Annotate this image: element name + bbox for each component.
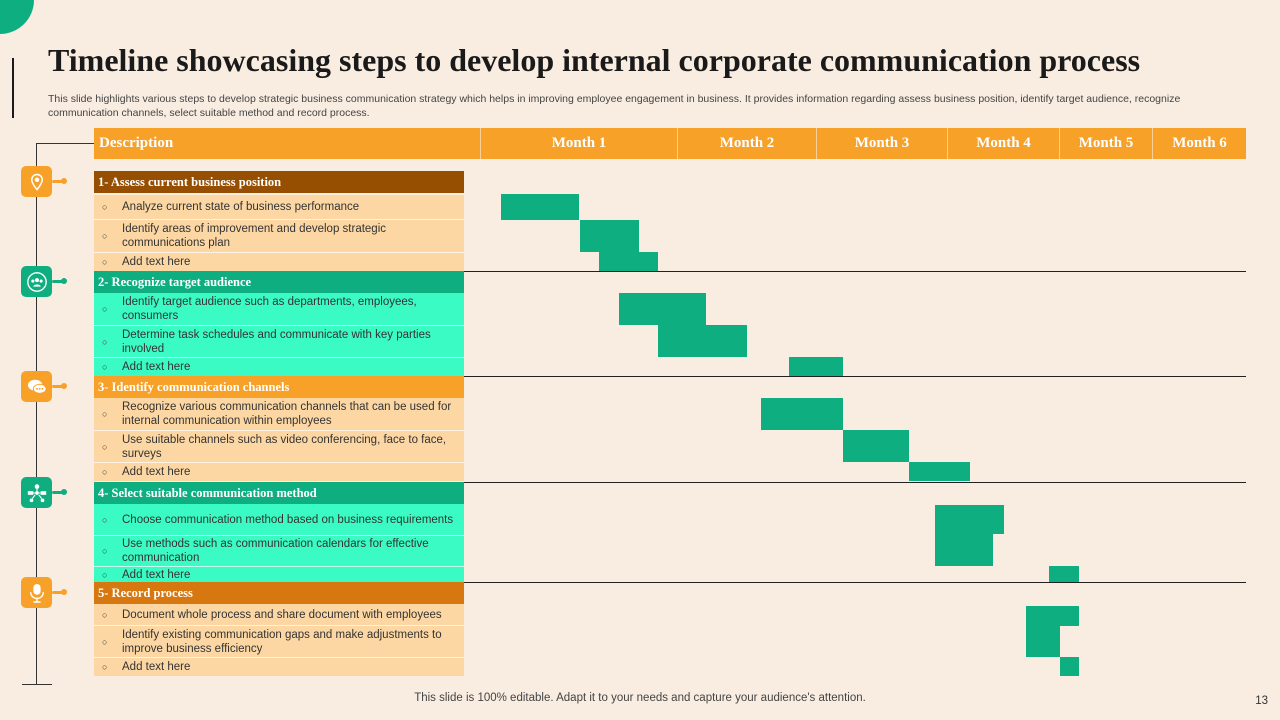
section-2-item: ○ Determine task schedules and communicat… xyxy=(94,325,464,357)
section-2-item: ○ Add text here xyxy=(94,357,464,376)
item-text: Add text here xyxy=(122,661,191,673)
gantt-bar-s4-i3 xyxy=(1048,566,1079,582)
section-4-item: ○ Add text here xyxy=(94,566,464,582)
section-5-item: ○ Identify existing communication gaps an… xyxy=(94,625,464,657)
location-pin-icon xyxy=(21,166,52,197)
icon-connector xyxy=(52,278,67,284)
section-4-title: 4- Select suitable communication method xyxy=(94,482,464,504)
item-text: Add text here xyxy=(122,361,191,373)
gantt-bar-s4-i1 xyxy=(934,505,1004,534)
people-target-icon xyxy=(21,266,52,297)
header-month-3: Month 3 xyxy=(817,128,948,159)
section-1-title: 1- Assess current business position xyxy=(94,171,464,193)
gantt-bar-s1-i2 xyxy=(579,220,639,252)
item-text: Use suitable channels such as video conf… xyxy=(122,433,447,460)
section-5-item: ○ Add text here xyxy=(94,657,464,676)
gantt-bar-s3-i3 xyxy=(908,462,971,481)
section-5-item: ○ Document whole process and share docume… xyxy=(94,604,464,625)
footer-note: This slide is 100% editable. Adapt it to… xyxy=(414,692,866,704)
gantt-bar-s4-i2 xyxy=(934,534,993,566)
bullet-icon: ○ xyxy=(102,441,108,452)
item-text: Choose communication method based on bus… xyxy=(122,513,454,526)
gantt-bar-s1-i1 xyxy=(500,194,580,220)
header-month-4: Month 4 xyxy=(948,128,1060,159)
microphone-icon xyxy=(21,577,52,608)
icon-connector xyxy=(52,178,67,184)
section-4-item: ○ Use methods such as communication calen… xyxy=(94,535,464,566)
gantt-bar-s2-i1 xyxy=(618,293,706,325)
section-2-title: 2- Recognize target audience xyxy=(94,271,464,293)
header-description: Description xyxy=(94,128,481,159)
corner-decoration xyxy=(0,0,34,34)
section-divider xyxy=(464,582,1246,583)
section-divider xyxy=(464,482,1246,483)
item-text: Add text here xyxy=(122,568,191,581)
section-4-item: ○ Choose communication method based on bu… xyxy=(94,504,464,535)
chat-bubbles-icon xyxy=(21,371,52,402)
timeline-bottom-tick xyxy=(22,684,52,685)
page-number: 13 xyxy=(1255,695,1268,707)
header-month-5: Month 5 xyxy=(1060,128,1153,159)
section-3-item: ○ Use suitable channels such as video con… xyxy=(94,430,464,462)
header-month-2: Month 2 xyxy=(678,128,817,159)
section-3-item: ○ Recognize various communication channel… xyxy=(94,398,464,430)
bullet-icon: ○ xyxy=(102,202,108,212)
gantt-bar-s2-i2 xyxy=(658,325,748,357)
timeline-vertical-line xyxy=(36,143,37,685)
section-divider xyxy=(464,376,1246,377)
section-3-title: 3- Identify communication channels xyxy=(94,376,464,398)
gantt-bar-s5-i1 xyxy=(1026,606,1079,626)
title-accent-bar xyxy=(12,58,14,118)
item-text: Add text here xyxy=(122,256,191,268)
bullet-icon: ○ xyxy=(102,231,108,241)
gantt-header: Description Month 1 Month 2 Month 3 Mont… xyxy=(94,128,1246,159)
item-text: Add text here xyxy=(122,466,191,478)
gantt-bar-s5-i2 xyxy=(1026,626,1060,657)
gantt-bar-s3-i1 xyxy=(761,398,844,430)
item-text: Recognize various communication channels… xyxy=(122,401,452,427)
bullet-icon: ○ xyxy=(102,409,108,419)
gantt-bar-s3-i2 xyxy=(843,430,909,462)
network-people-icon xyxy=(21,477,52,508)
page-subtitle: This slide highlights various steps to d… xyxy=(48,93,1181,119)
header-month-1: Month 1 xyxy=(481,128,678,159)
bullet-icon: ○ xyxy=(102,662,108,672)
item-text: Identify target audience such as departm… xyxy=(122,296,417,322)
page-title: Timeline showcasing steps to develop int… xyxy=(48,42,1141,78)
section-1-item: ○ Add text here xyxy=(94,252,464,271)
bullet-icon: ○ xyxy=(102,546,108,556)
section-divider xyxy=(464,271,1246,272)
icon-connector xyxy=(52,589,67,595)
item-text: Analyze current state of business perfor… xyxy=(122,201,360,213)
bullet-icon: ○ xyxy=(102,467,108,477)
gantt-bar-s2-i3 xyxy=(789,357,844,376)
header-month-6: Month 6 xyxy=(1172,135,1227,151)
item-text: Document whole process and share documen… xyxy=(122,608,442,621)
bullet-icon: ○ xyxy=(102,636,108,647)
bullet-icon: ○ xyxy=(102,514,108,525)
timeline-top-connector xyxy=(36,143,94,144)
icon-connector xyxy=(52,489,67,495)
bullet-icon: ○ xyxy=(102,609,108,620)
section-1-item: ○ Identify areas of improvement and devel… xyxy=(94,219,464,252)
bullet-icon: ○ xyxy=(102,257,108,267)
bullet-icon: ○ xyxy=(102,304,108,314)
item-text: Use methods such as communication calend… xyxy=(122,538,429,564)
section-3-item: ○ Add text here xyxy=(94,462,464,481)
section-1-item: ○ Analyze current state of business perfo… xyxy=(94,195,464,219)
section-2-item: ○ Identify target audience such as depart… xyxy=(94,293,464,325)
bullet-icon: ○ xyxy=(102,569,108,580)
item-text: Identify existing communication gaps and… xyxy=(122,628,442,655)
bullet-icon: ○ xyxy=(102,362,108,372)
section-5-title: 5- Record process xyxy=(94,582,464,604)
item-text: Identify areas of improvement and develo… xyxy=(122,223,387,249)
bullet-icon: ○ xyxy=(102,336,108,347)
icon-connector xyxy=(52,383,67,389)
gantt-bar-s5-i3 xyxy=(1060,657,1079,676)
gantt-bar-s1-i3 xyxy=(599,252,659,271)
item-text: Determine task schedules and communicate… xyxy=(122,328,431,355)
